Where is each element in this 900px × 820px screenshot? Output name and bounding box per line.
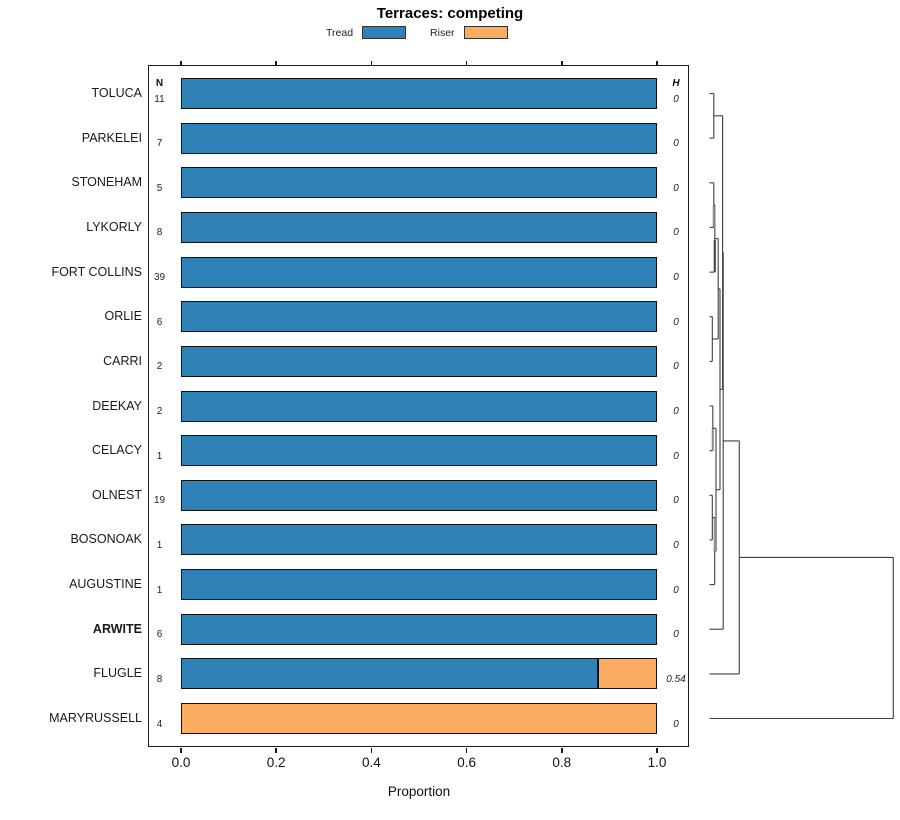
bar-segment-tread bbox=[181, 390, 657, 422]
axis-tick-label: 0.6 bbox=[457, 755, 476, 770]
n-value: 6 bbox=[156, 316, 163, 328]
n-value: 19 bbox=[153, 495, 166, 507]
category-label: CELACY bbox=[91, 443, 142, 458]
axis-tick-label: 0.8 bbox=[552, 755, 572, 770]
h-value: 0 bbox=[673, 361, 679, 373]
bar-segment-tread bbox=[181, 435, 657, 467]
axis-tick-label: 0.0 bbox=[171, 755, 191, 770]
axis-tick-bottom bbox=[561, 748, 563, 753]
axis-tick-bottom bbox=[275, 748, 277, 753]
axis-tick-bottom bbox=[656, 748, 658, 753]
bar-segment-tread bbox=[181, 211, 657, 243]
n-value: 8 bbox=[156, 673, 163, 685]
category-label: CARRI bbox=[103, 353, 142, 368]
h-value: 0 bbox=[673, 450, 679, 462]
n-value: 1 bbox=[156, 450, 163, 462]
n-value: 11 bbox=[154, 93, 165, 105]
bar-segment-tread bbox=[181, 122, 657, 154]
category-label: MARYRUSSELL bbox=[49, 711, 142, 725]
h-value: 0 bbox=[673, 227, 679, 239]
bar-segment-tread bbox=[181, 613, 657, 645]
h-value: 0 bbox=[673, 93, 679, 105]
h-value: 0 bbox=[673, 584, 679, 596]
legend-item: Tread bbox=[326, 26, 407, 39]
axis-tick-top bbox=[656, 60, 658, 66]
h-value: 0.54 bbox=[666, 673, 686, 685]
n-column-header: N bbox=[155, 78, 164, 89]
category-label: AUGUSTINE bbox=[69, 577, 142, 592]
category-label: FLUGLE bbox=[93, 666, 142, 681]
legend-label: Riser bbox=[430, 26, 455, 39]
category-label: STONEHAM bbox=[71, 175, 142, 190]
bar-segment-tread bbox=[181, 167, 657, 199]
axis-tick-top bbox=[465, 60, 468, 66]
h-value: 0 bbox=[673, 316, 679, 328]
legend: Tread Riser bbox=[326, 26, 508, 39]
category-label: FORT COLLINS bbox=[51, 264, 142, 279]
axis-tick-label: 0.2 bbox=[266, 755, 286, 770]
category-label: LYKORLY bbox=[86, 219, 142, 234]
n-value: 7 bbox=[156, 138, 163, 150]
category-label: ORLIE bbox=[104, 309, 142, 324]
axis-tick-label: 1.0 bbox=[647, 755, 667, 770]
axis-tick-top bbox=[370, 60, 373, 66]
bar-segment-tread bbox=[181, 345, 657, 377]
bar-segment-tread bbox=[181, 524, 657, 556]
x-axis-label: Proportion bbox=[387, 784, 451, 799]
legend-swatch bbox=[362, 26, 407, 39]
bar-segment-tread bbox=[181, 658, 598, 690]
n-value: 1 bbox=[156, 584, 163, 596]
h-column-header: H bbox=[672, 78, 680, 89]
n-value: 5 bbox=[156, 182, 163, 194]
bar-segment-tread bbox=[181, 479, 657, 511]
category-label: BOSONOAK bbox=[70, 532, 142, 547]
h-value: 0 bbox=[673, 629, 679, 641]
plot-panel bbox=[148, 65, 689, 747]
category-label: TOLUCA bbox=[91, 86, 142, 100]
bar-segment-tread bbox=[181, 569, 657, 601]
axis-tick-top bbox=[561, 60, 563, 66]
legend-swatch bbox=[463, 26, 508, 39]
h-value: 0 bbox=[673, 272, 679, 284]
h-value: 0 bbox=[673, 539, 679, 551]
axis-tick-label: 0.4 bbox=[362, 755, 381, 770]
axis-tick-top bbox=[180, 60, 182, 66]
bar-segment-riser bbox=[181, 703, 657, 734]
h-value: 0 bbox=[673, 495, 679, 507]
n-value: 4 bbox=[156, 718, 163, 730]
bar-segment-tread bbox=[181, 256, 657, 288]
bar-segment-tread bbox=[181, 78, 657, 109]
n-value: 8 bbox=[156, 227, 163, 239]
axis-tick-bottom bbox=[465, 748, 468, 753]
h-value: 0 bbox=[673, 406, 679, 417]
category-label: PARKELEI bbox=[81, 130, 142, 145]
n-value: 2 bbox=[156, 361, 163, 373]
bar-segment-tread bbox=[181, 301, 657, 333]
h-value: 0 bbox=[673, 718, 679, 730]
legend-label: Tread bbox=[326, 26, 354, 39]
axis-tick-bottom bbox=[180, 748, 182, 753]
axis-tick-bottom bbox=[370, 748, 373, 753]
category-label: DEEKAY bbox=[92, 398, 142, 413]
bar-segment-riser bbox=[597, 658, 657, 690]
n-value: 39 bbox=[153, 272, 166, 284]
axis-tick-top bbox=[275, 60, 277, 66]
category-label: OLNEST bbox=[91, 487, 142, 502]
n-value: 2 bbox=[156, 406, 163, 417]
category-label: ARWITE bbox=[92, 621, 142, 636]
n-value: 6 bbox=[156, 629, 163, 641]
chart-title: Terraces: competing bbox=[376, 5, 524, 22]
legend-item: Riser bbox=[430, 26, 508, 39]
n-value: 1 bbox=[156, 539, 163, 551]
h-value: 0 bbox=[673, 138, 679, 150]
h-value: 0 bbox=[673, 182, 679, 194]
